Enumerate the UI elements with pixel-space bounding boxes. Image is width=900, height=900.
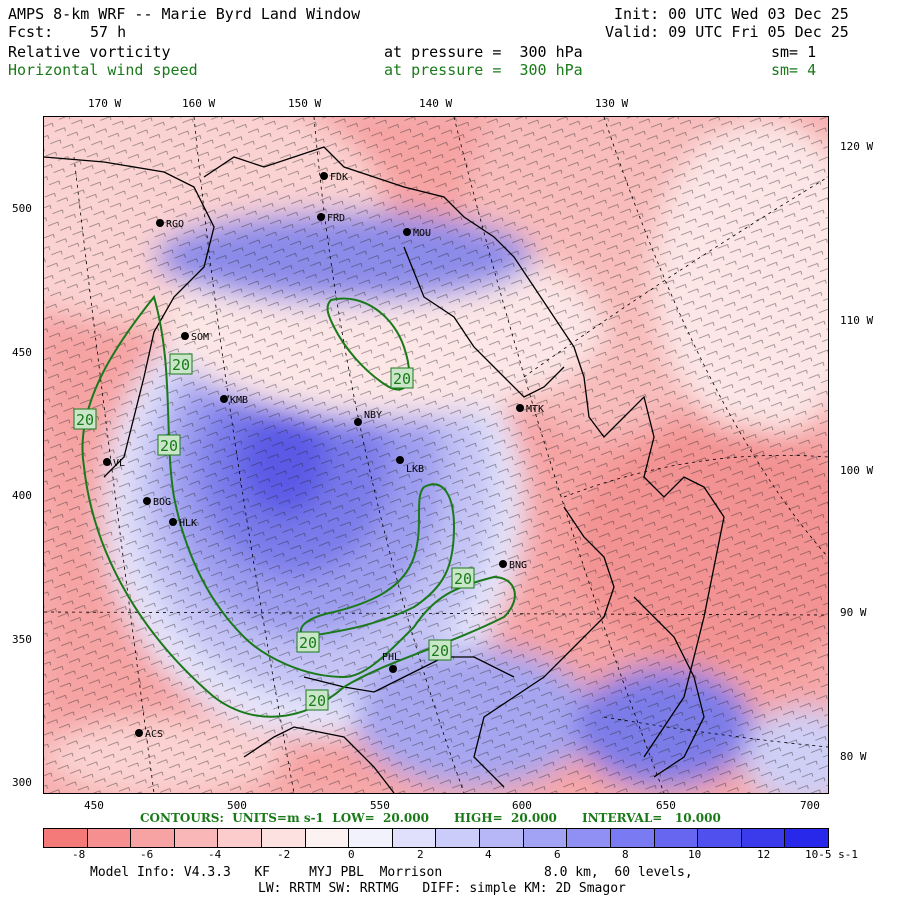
contour-label: 20 — [454, 570, 472, 588]
field1-smoothing: sm= 1 — [771, 43, 817, 61]
station-label: FRD — [327, 213, 345, 224]
contour-label: 20 — [431, 642, 449, 660]
contour-label: 20 — [393, 370, 411, 388]
colorbar-swatch — [523, 829, 568, 847]
lon-label-top: 150 W — [288, 97, 322, 110]
colorbar-swatch — [480, 829, 524, 847]
colorbar-swatch — [698, 829, 742, 847]
field1-level: at pressure = 300 hPa — [384, 43, 583, 61]
colorbar-swatch — [436, 829, 481, 847]
colorbar — [43, 828, 829, 848]
colorbar-swatch — [392, 829, 437, 847]
y-tick-label: 350 — [12, 633, 32, 646]
station-label: HLK — [179, 518, 197, 529]
graticule — [44, 117, 828, 793]
x-tick-label: 650 — [656, 799, 676, 812]
colorbar-swatch — [785, 829, 828, 847]
lon-label-top: 130 W — [595, 97, 629, 110]
y-tick-label: 500 — [12, 202, 32, 215]
station-label: VL — [113, 458, 125, 469]
colorbar-swatch — [610, 829, 655, 847]
colorbar-label: -4 — [208, 848, 222, 861]
map-canvas: 20 20 20 20 20 20 20 20 20 FDK FRD RGO M… — [44, 117, 828, 793]
contour-info: CONTOURS: UNITS=m s-1 LOW= 20.000 HIGH= … — [140, 811, 721, 825]
field2-smoothing: sm= 4 — [771, 61, 817, 79]
colorbar-label: 0 — [348, 848, 355, 861]
init-time: Init: 00 UTC Wed 03 Dec 25 — [614, 5, 849, 23]
field2-name: Horizontal wind speed — [8, 61, 198, 79]
lon-label-right: 80 W — [840, 750, 867, 763]
y-tick-label: 400 — [12, 489, 32, 502]
lon-label-right: 100 W — [840, 464, 874, 477]
station-label: PHL — [382, 652, 400, 663]
station-label: FDK — [330, 172, 348, 183]
station-label: MTK — [526, 404, 544, 415]
lon-label-top: 140 W — [419, 97, 453, 110]
lon-label-right: 110 W — [840, 314, 874, 327]
station-label: ACS — [145, 729, 163, 740]
colorbar-swatch — [654, 829, 699, 847]
lon-label-right: 90 W — [840, 606, 867, 619]
station-label: SOM — [191, 332, 209, 343]
x-tick-label: 500 — [227, 799, 247, 812]
colorbar-swatch — [44, 829, 88, 847]
station-label: NBY — [364, 410, 382, 421]
contour-labels: 20 20 20 20 20 20 20 20 20 — [73, 353, 475, 711]
colorbar-label: 4 — [485, 848, 492, 861]
colorbar-swatch — [87, 829, 132, 847]
colorbar-label: -8 — [72, 848, 86, 861]
colorbar-swatch — [349, 829, 393, 847]
contour-label: 20 — [76, 411, 94, 429]
x-tick-label: 550 — [370, 799, 390, 812]
map-plot: 20 20 20 20 20 20 20 20 20 FDK FRD RGO M… — [43, 116, 829, 794]
lon-label-top: 160 W — [182, 97, 216, 110]
field1-name: Relative vorticity — [8, 43, 171, 61]
colorbar-swatch — [174, 829, 219, 847]
model-physics: LW: RRTM SW: RRTMG DIFF: simple KM: 2D S… — [258, 881, 626, 896]
station-label: BNG — [509, 560, 527, 571]
contour-label: 20 — [172, 356, 190, 374]
lon-label-top: 170 W — [88, 97, 122, 110]
colorbar-label: -2 — [277, 848, 291, 861]
map-title: AMPS 8-km WRF -- Marie Byrd Land Window — [8, 5, 361, 23]
station-label: MOU — [413, 228, 431, 239]
colorbar-label: 10 — [688, 848, 702, 861]
colorbar-label: 6 — [554, 848, 561, 861]
station-label: BOG — [153, 497, 171, 508]
colorbar-label: -6 — [140, 848, 154, 861]
station-label: LKB — [406, 464, 424, 475]
colorbar-swatch — [305, 829, 350, 847]
colorbar-swatch — [262, 829, 306, 847]
colorbar-swatch — [741, 829, 786, 847]
colorbar-swatch — [567, 829, 611, 847]
model-info: Model Info: V4.3.3 KF MYJ PBL Morrison 8… — [90, 865, 693, 880]
forecast-hour: 57 h — [90, 23, 127, 41]
x-tick-label: 600 — [512, 799, 532, 812]
lon-label-right: 120 W — [840, 140, 874, 153]
x-tick-label: 700 — [800, 799, 820, 812]
station-label: RGO — [166, 219, 184, 230]
station-label: KMB — [230, 395, 248, 406]
colorbar-label: 8 — [622, 848, 629, 861]
field2-level: at pressure = 300 hPa — [384, 61, 583, 79]
coastline — [44, 146, 725, 793]
forecast-label: Fcst: — [8, 23, 54, 41]
y-tick-label: 300 — [12, 776, 32, 789]
colorbar-label: 2 — [417, 848, 424, 861]
colorbar-units: 10-5 s-1 — [805, 848, 858, 861]
valid-time: Valid: 09 UTC Fri 05 Dec 25 — [605, 23, 849, 41]
contour-label: 20 — [299, 634, 317, 652]
colorbar-label: 12 — [757, 848, 771, 861]
colorbar-swatch — [218, 829, 263, 847]
contour-label: 20 — [160, 437, 178, 455]
stations: FDK FRD RGO MOU SOM KMB NBY MTK VL LKB B… — [103, 172, 544, 740]
colorbar-swatch — [131, 829, 175, 847]
y-tick-label: 450 — [12, 346, 32, 359]
contour-label: 20 — [308, 692, 326, 710]
x-tick-label: 450 — [84, 799, 104, 812]
